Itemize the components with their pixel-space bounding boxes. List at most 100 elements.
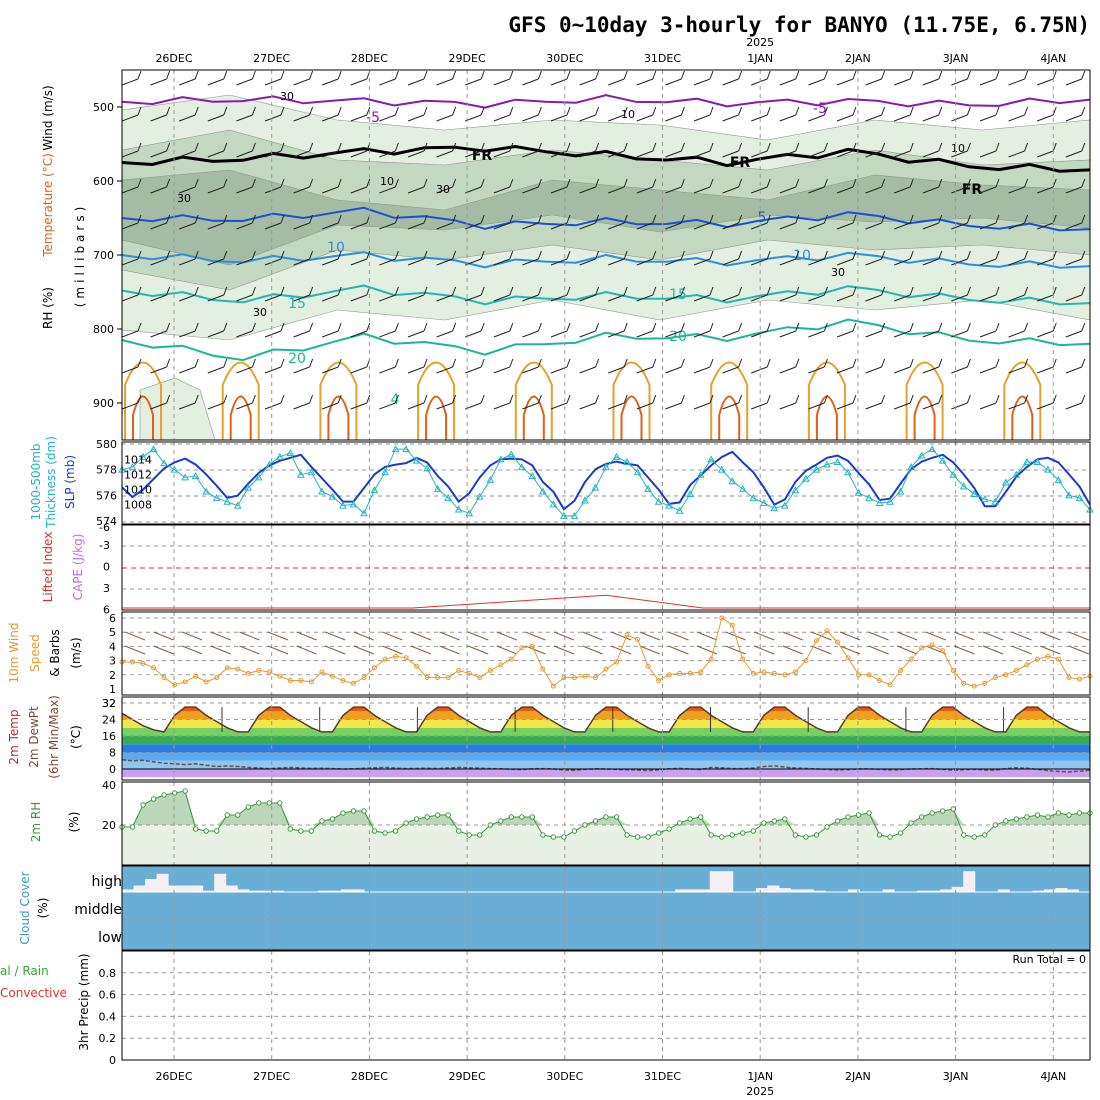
rh2m-point bbox=[477, 832, 483, 838]
label-rh2m: 2m RH bbox=[29, 802, 43, 843]
cloud-high-bar bbox=[237, 889, 250, 892]
label-temp2m-units: (°C) bbox=[69, 725, 83, 749]
wind-barb bbox=[379, 294, 396, 302]
cloud-high-bar bbox=[709, 871, 722, 892]
wind10m-point bbox=[950, 668, 956, 674]
wind-barb bbox=[665, 366, 682, 374]
wind-barb bbox=[407, 330, 425, 338]
isotherm-30 bbox=[620, 395, 643, 440]
wind-barb bbox=[636, 186, 653, 194]
rh2m-point bbox=[855, 812, 862, 818]
date-tick-bottom: 1JAN bbox=[747, 1070, 773, 1083]
wind-barb bbox=[436, 78, 453, 86]
thickness-point bbox=[570, 511, 579, 519]
wind-barb bbox=[1037, 186, 1054, 194]
wind-barb-flag bbox=[995, 106, 1000, 116]
wind10m-point bbox=[403, 655, 409, 661]
precip-tick: 0.4 bbox=[99, 1010, 117, 1023]
date-tick-top: 4JAN bbox=[1040, 52, 1066, 65]
thickness-point bbox=[623, 457, 631, 465]
wind-barb-flag bbox=[280, 322, 285, 332]
wind10m-point bbox=[340, 677, 346, 683]
wind10m-barb bbox=[210, 631, 231, 641]
rh2m-point bbox=[540, 832, 546, 838]
wind-barb-flag bbox=[509, 142, 514, 152]
wind-barb bbox=[522, 294, 539, 302]
pressure-tick: 800 bbox=[93, 323, 114, 336]
isotherm-25 bbox=[417, 361, 456, 440]
wind10m-barb bbox=[754, 645, 775, 655]
wind-barb-flag bbox=[423, 178, 428, 188]
wind10m-barb bbox=[668, 631, 689, 641]
wind-barb-flag bbox=[137, 250, 142, 260]
thickness-point bbox=[696, 470, 705, 478]
label-wind10m-c: & Barbs bbox=[48, 629, 62, 677]
wind-barb-flag bbox=[251, 178, 256, 188]
isotherm-25 bbox=[221, 361, 260, 440]
wind-barb bbox=[121, 114, 139, 122]
wind-barb-flag bbox=[337, 286, 342, 296]
pressure-tick: 500 bbox=[93, 101, 114, 114]
wind-barb bbox=[693, 402, 711, 410]
label-slp: SLP (mb) bbox=[63, 455, 77, 509]
wind-barb bbox=[522, 78, 539, 86]
li-frame bbox=[121, 524, 1091, 611]
rh2m-point bbox=[245, 804, 251, 810]
wind-barb-flag bbox=[537, 394, 542, 404]
wind-barb bbox=[865, 366, 882, 374]
wind-barb bbox=[636, 258, 653, 266]
wind-barb bbox=[779, 114, 796, 122]
wind-barb-flag bbox=[623, 322, 628, 332]
date-tick-bottom: 2JAN bbox=[845, 1070, 871, 1083]
wind-barb bbox=[951, 114, 968, 122]
wind-barb-flag bbox=[452, 322, 457, 332]
wind10m-barb bbox=[525, 631, 546, 641]
wind10m-point bbox=[698, 669, 704, 675]
rh-contour-label: 30 bbox=[280, 90, 294, 103]
wind-barb bbox=[322, 294, 339, 302]
thickness-point bbox=[602, 463, 610, 471]
rh2m-point bbox=[592, 818, 599, 824]
wind-barb bbox=[894, 294, 911, 302]
wind-barb-flag bbox=[452, 142, 457, 152]
wind-barb-flag bbox=[652, 322, 657, 332]
rh2m-area-light bbox=[122, 791, 1090, 865]
wind-barb bbox=[836, 330, 854, 338]
rh2m-point bbox=[445, 812, 451, 818]
wind-barb bbox=[722, 78, 739, 86]
wind-barb bbox=[493, 150, 510, 158]
isotherm-10 bbox=[121, 251, 1091, 269]
wind-barb bbox=[522, 222, 539, 230]
rh2m-point bbox=[782, 816, 788, 822]
rh2m-point bbox=[1066, 812, 1072, 818]
li-tick: 6 bbox=[103, 604, 110, 617]
wind10m-point bbox=[824, 628, 830, 634]
thickness-point bbox=[139, 452, 147, 460]
date-tick-bottom: 3JAN bbox=[943, 1070, 969, 1083]
wind10m-point bbox=[130, 659, 136, 665]
wind-barb bbox=[751, 186, 768, 194]
wind-barb bbox=[693, 78, 711, 86]
wind-barb bbox=[350, 78, 367, 86]
wind-barb bbox=[1008, 114, 1025, 122]
wind-barb-flag bbox=[166, 250, 171, 260]
wind10m-point bbox=[635, 636, 641, 642]
wind-barb bbox=[436, 114, 453, 122]
wind-barb bbox=[465, 222, 482, 230]
rh2m-point bbox=[792, 832, 799, 838]
wind-barb bbox=[779, 294, 796, 302]
thickness-point bbox=[149, 445, 158, 453]
wind10m-barb bbox=[925, 631, 946, 641]
wind-barb bbox=[179, 186, 196, 194]
wind-barb bbox=[493, 258, 510, 266]
wind-barb bbox=[979, 402, 997, 410]
wind-barb bbox=[322, 114, 339, 122]
wind-barb-flag bbox=[537, 286, 542, 296]
wind-barb bbox=[665, 186, 682, 194]
thickness-point bbox=[717, 465, 726, 473]
rh2m-point bbox=[582, 822, 588, 828]
wind-barb-flag bbox=[823, 142, 828, 152]
rh2m-point bbox=[140, 802, 146, 808]
wind10m-barb bbox=[811, 645, 832, 655]
wind10m-barb bbox=[696, 631, 718, 641]
